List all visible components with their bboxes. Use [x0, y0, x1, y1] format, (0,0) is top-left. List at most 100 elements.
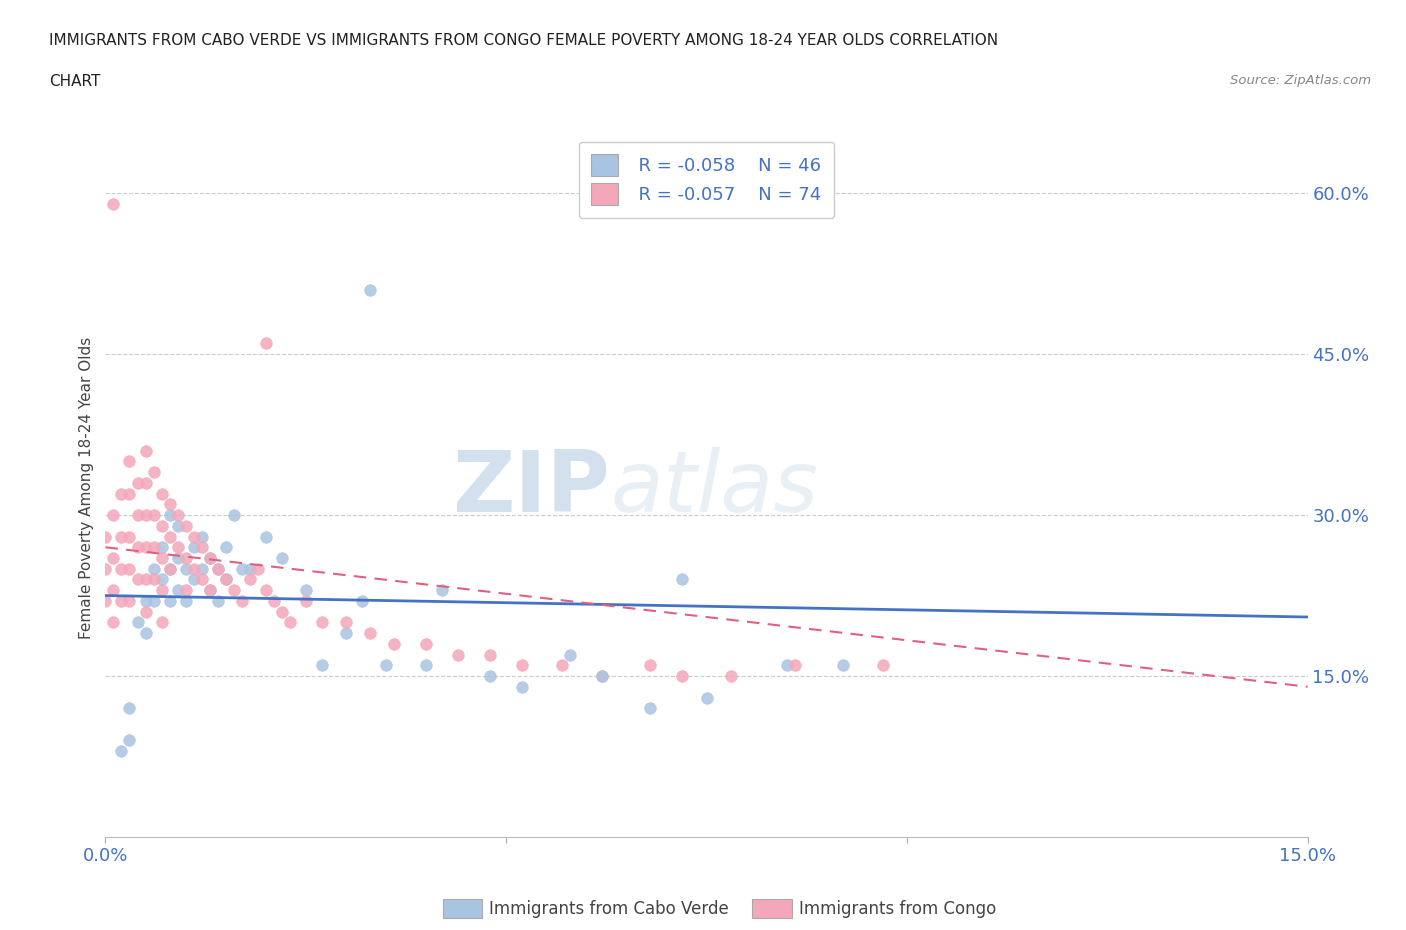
Point	[671, 669, 693, 684]
Point	[415, 658, 437, 672]
Point	[166, 583, 188, 598]
Point	[183, 562, 205, 577]
Point	[174, 551, 197, 565]
Point	[382, 636, 405, 651]
Point	[198, 551, 221, 565]
Point	[510, 658, 533, 672]
Point	[135, 539, 157, 554]
Point	[118, 733, 141, 748]
Point	[135, 508, 157, 523]
Point	[591, 669, 613, 684]
Point	[103, 615, 125, 630]
Point	[159, 529, 181, 544]
Point	[254, 336, 277, 351]
Point	[150, 551, 173, 565]
Point	[110, 529, 132, 544]
Point	[142, 593, 165, 608]
Point	[103, 583, 125, 598]
Point	[142, 539, 165, 554]
Point	[118, 593, 141, 608]
Point	[359, 283, 381, 298]
Point	[246, 562, 269, 577]
Y-axis label: Female Poverty Among 18-24 Year Olds: Female Poverty Among 18-24 Year Olds	[79, 338, 94, 640]
Text: atlas: atlas	[610, 446, 818, 530]
Point	[231, 562, 253, 577]
Point	[174, 593, 197, 608]
Point	[231, 593, 253, 608]
Point	[776, 658, 799, 672]
Point	[270, 551, 292, 565]
Point	[278, 615, 301, 630]
Point	[166, 508, 188, 523]
Point	[254, 583, 277, 598]
Point	[135, 444, 157, 458]
Point	[118, 486, 141, 501]
Point	[831, 658, 853, 672]
Point	[447, 647, 470, 662]
Point	[142, 572, 165, 587]
Point	[174, 562, 197, 577]
Point	[150, 518, 173, 533]
Point	[198, 583, 221, 598]
Point	[127, 615, 149, 630]
Point	[135, 475, 157, 490]
Point	[591, 669, 613, 684]
Point	[159, 497, 181, 512]
Point	[94, 529, 117, 544]
Point	[239, 562, 262, 577]
Point	[103, 551, 125, 565]
Point	[350, 593, 373, 608]
Point	[127, 475, 149, 490]
Point	[295, 593, 318, 608]
Point	[118, 454, 141, 469]
Point	[222, 508, 245, 523]
Point	[135, 604, 157, 619]
Point	[94, 593, 117, 608]
Point	[551, 658, 574, 672]
Point	[159, 593, 181, 608]
Point	[190, 539, 212, 554]
Point	[222, 583, 245, 598]
Point	[214, 572, 236, 587]
Point	[560, 647, 582, 662]
Point	[696, 690, 718, 705]
Point	[311, 658, 333, 672]
Point	[150, 572, 173, 587]
Point	[263, 593, 285, 608]
Point	[359, 626, 381, 641]
Point	[479, 647, 502, 662]
Point	[166, 539, 188, 554]
Point	[150, 486, 173, 501]
Text: Source: ZipAtlas.com: Source: ZipAtlas.com	[1230, 74, 1371, 87]
Point	[118, 701, 141, 716]
Point	[94, 562, 117, 577]
Point	[374, 658, 398, 672]
Point	[118, 562, 141, 577]
Point	[415, 636, 437, 651]
Point	[150, 539, 173, 554]
Point	[127, 539, 149, 554]
Point	[640, 658, 662, 672]
Point	[183, 529, 205, 544]
Text: CHART: CHART	[49, 74, 101, 89]
Point	[166, 551, 188, 565]
Point	[270, 604, 292, 619]
Point	[127, 508, 149, 523]
Point	[207, 593, 229, 608]
Point	[311, 615, 333, 630]
Point	[214, 539, 236, 554]
Point	[190, 572, 212, 587]
Point	[142, 562, 165, 577]
Point	[190, 529, 212, 544]
Point	[142, 508, 165, 523]
Text: ZIP: ZIP	[453, 446, 610, 530]
Point	[198, 583, 221, 598]
Point	[872, 658, 894, 672]
Point	[335, 615, 357, 630]
Point	[103, 508, 125, 523]
Point	[207, 562, 229, 577]
Point	[110, 486, 132, 501]
Point	[150, 583, 173, 598]
Point	[671, 572, 693, 587]
Point	[239, 572, 262, 587]
